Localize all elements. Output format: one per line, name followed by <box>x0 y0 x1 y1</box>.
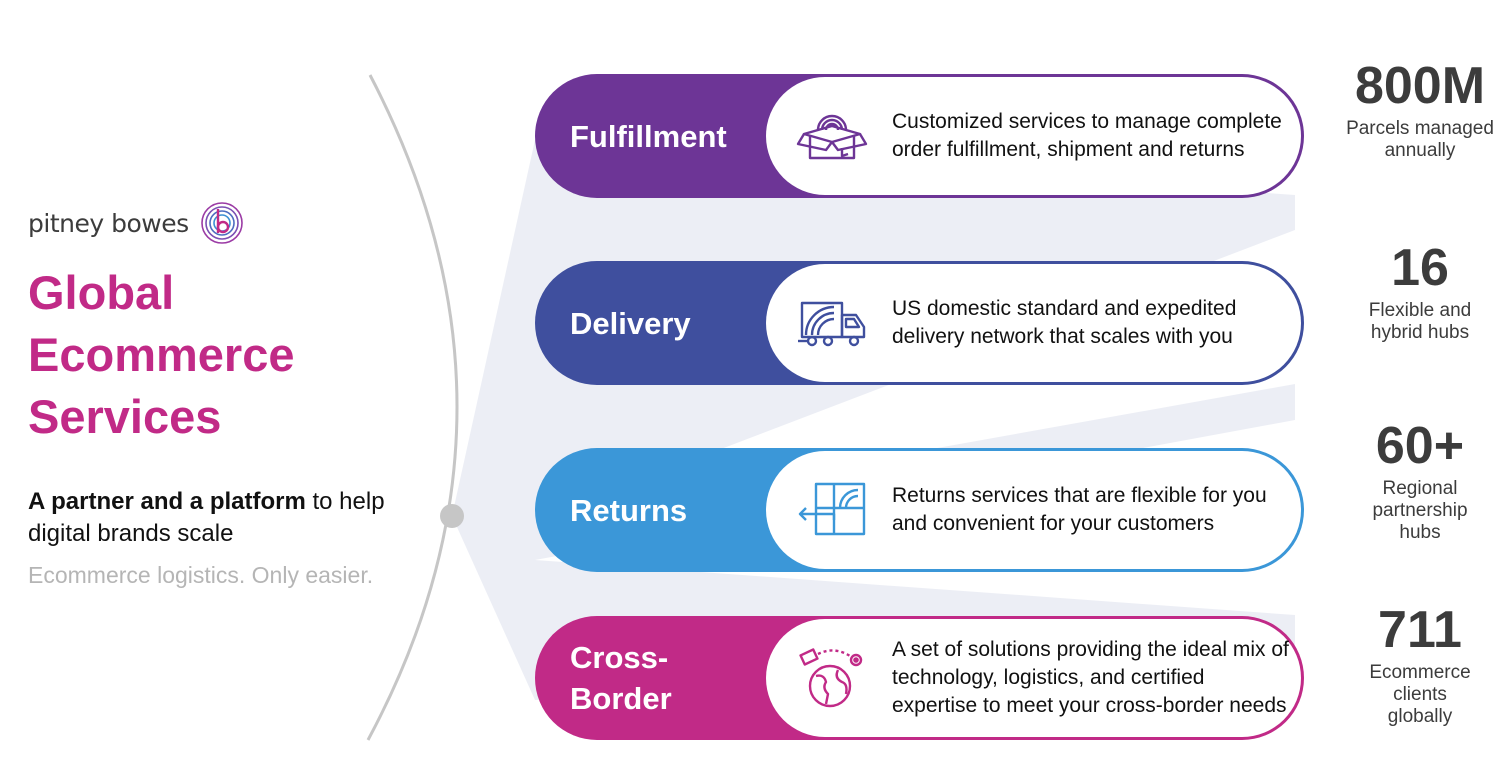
stat-value: 800M <box>1354 57 1486 115</box>
open-box-icon <box>796 114 868 160</box>
stat-clients: 711 Ecommerce clients globally <box>1340 602 1500 728</box>
stat-caption: Regional partnership hubs <box>1372 478 1468 543</box>
service-pill-cross-border: Cross-Border A set of solutions providin… <box>535 616 1304 740</box>
hub-dot <box>440 504 464 528</box>
stat-regional-hubs: 60+ Regional partnership hubs <box>1340 418 1500 544</box>
stat-value: 60+ <box>1375 417 1465 475</box>
service-label: Delivery <box>570 305 691 341</box>
stat-caption: Parcels managed annually <box>1346 118 1494 161</box>
service-label: Fulfillment <box>570 118 727 154</box>
tagline: A partner and a platform to help digital… <box>28 486 428 550</box>
service-pill-delivery: Delivery US domestic standard and expedi… <box>535 261 1304 385</box>
service-card: US domestic standard and expedited deliv… <box>766 264 1301 382</box>
tagline-bold: A partner and a platform <box>28 488 306 515</box>
service-card: Returns services that are flexible for y… <box>766 451 1301 569</box>
pb-swirl-logo-icon <box>201 202 243 244</box>
service-card: A set of solutions providing the ideal m… <box>766 619 1301 737</box>
service-pill-fulfillment: Fulfillment Customized services to manag… <box>535 74 1304 198</box>
stat-value: 16 <box>1391 239 1449 297</box>
service-description: Customized services to manage complete o… <box>892 110 1282 161</box>
brand-name: pitney bowes <box>28 209 189 238</box>
return-package-icon <box>798 482 866 536</box>
stat-hubs: 16 Flexible and hybrid hubs <box>1340 240 1500 344</box>
service-description: US domestic standard and expedited deliv… <box>892 297 1237 348</box>
service-description: Returns services that are flexible for y… <box>892 484 1267 535</box>
stat-parcels: 800M Parcels managed annually <box>1340 58 1500 162</box>
delivery-truck-icon <box>798 301 866 347</box>
arc-line <box>366 74 459 741</box>
sub-tagline: Ecommerce logistics. Only easier. <box>28 562 374 588</box>
service-card: Customized services to manage complete o… <box>766 77 1301 195</box>
stat-caption: Flexible and hybrid hubs <box>1368 300 1472 343</box>
stat-caption: Ecommerce clients globally <box>1369 662 1471 727</box>
stat-value: 711 <box>1378 601 1462 659</box>
service-pill-returns: Returns Returns services that are flexib… <box>535 448 1304 572</box>
page-title: Global Ecommerce Services <box>28 266 295 443</box>
service-description: A set of solutions providing the ideal m… <box>892 638 1289 717</box>
globe-icon <box>799 648 863 708</box>
tagline-rest: to help digital brands scale <box>28 488 385 547</box>
service-label: Cross-Border <box>570 640 672 716</box>
service-label: Returns <box>570 492 688 528</box>
